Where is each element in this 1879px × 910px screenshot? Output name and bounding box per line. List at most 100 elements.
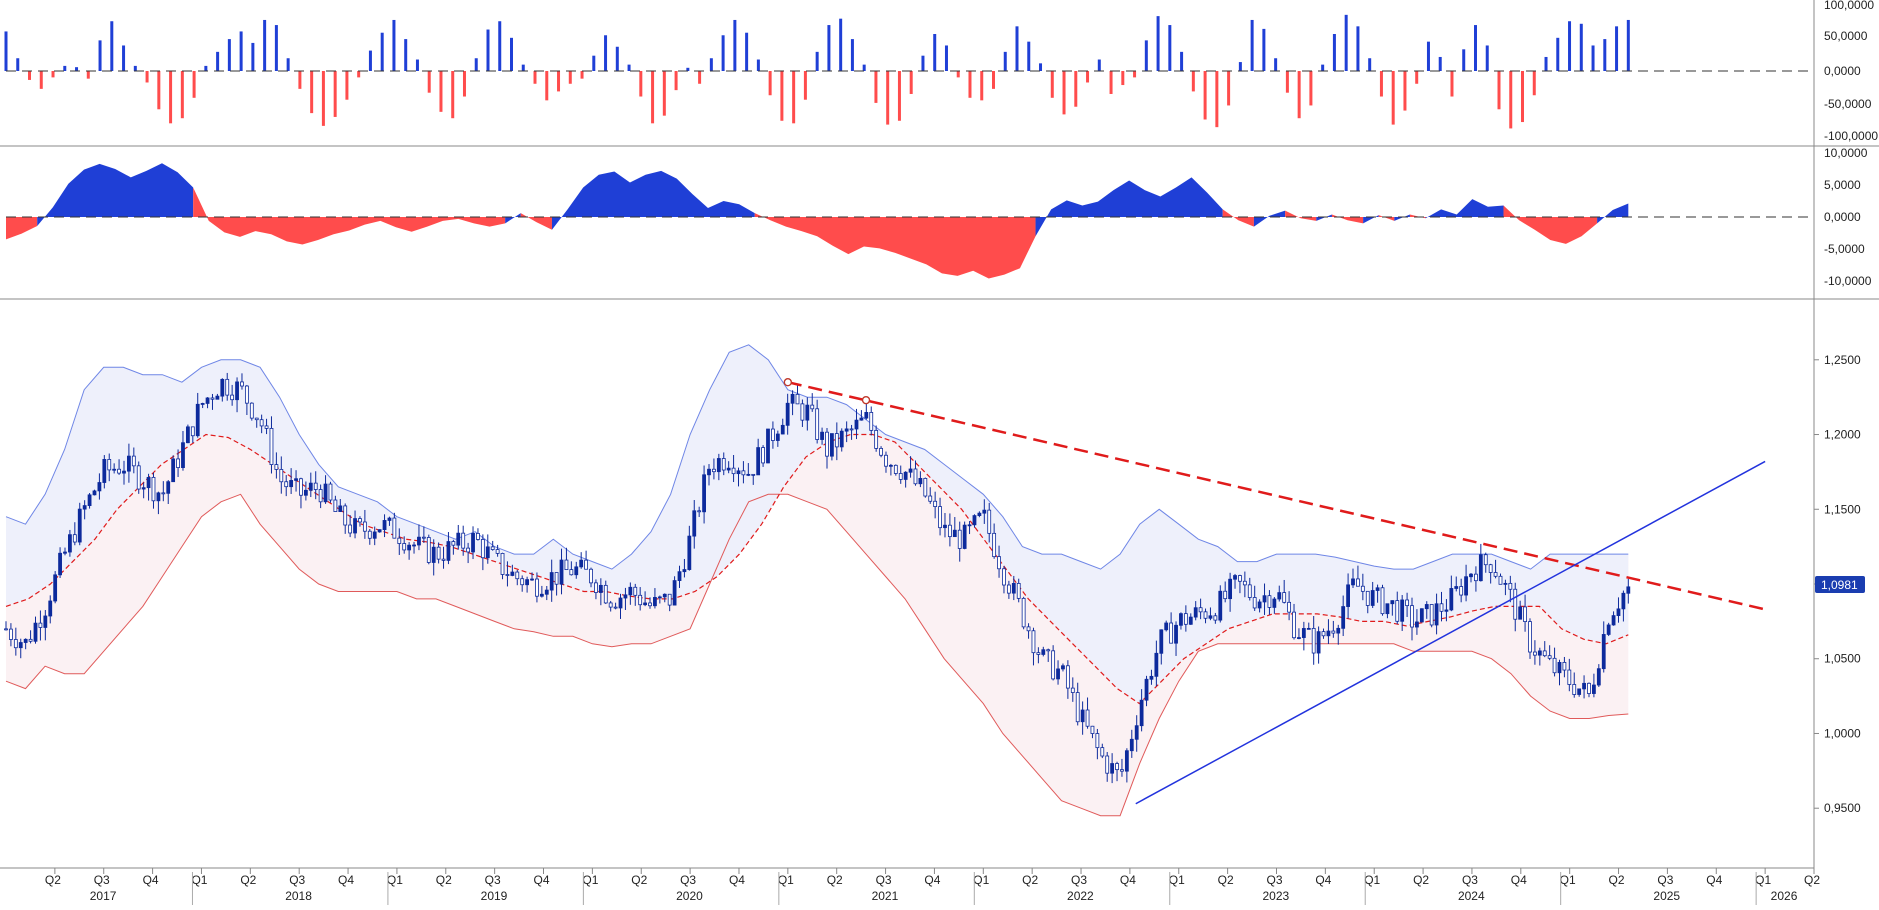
candle-body-60	[299, 478, 303, 496]
candle-body-158	[780, 424, 785, 435]
quarter-label-24: Q2	[1218, 873, 1234, 887]
candle-body-190	[938, 506, 942, 529]
quarter-label-25: Q3	[1266, 873, 1282, 887]
candle-body-74	[367, 530, 372, 539]
candle-body-58	[289, 480, 294, 488]
candle-body-209	[1031, 630, 1036, 654]
candle-body-219	[1080, 709, 1085, 723]
candle-body-84	[417, 536, 421, 546]
mom-ytick-4: -10,0000	[1824, 274, 1872, 288]
candle-body-225	[1110, 763, 1115, 774]
candle-body-144	[712, 468, 716, 473]
upper-band-line	[5, 344, 1629, 570]
candle-body-19	[97, 482, 102, 492]
candle-body-163	[805, 404, 810, 421]
year-label-4: 2021	[872, 889, 899, 903]
candle-body-57	[284, 481, 289, 488]
quarter-label-19: Q1	[973, 873, 989, 887]
candle-body-136	[672, 580, 677, 606]
price-ytick-2: 1,1500	[1824, 502, 1861, 516]
oscillator-bars	[4, 14, 1630, 129]
candle-body-12	[63, 551, 67, 554]
momentum-area-segment-2	[193, 187, 506, 245]
candle-body-276	[1360, 585, 1365, 592]
candle-body-186	[918, 477, 923, 485]
quarter-label-1: Q3	[94, 873, 110, 887]
candle-body-159	[785, 402, 790, 426]
candle-body-46	[230, 394, 235, 401]
candle-body-72	[358, 518, 362, 523]
candle-body-101	[500, 552, 505, 575]
candle-body-282	[1390, 600, 1395, 605]
momentum-area-segment-17	[1425, 199, 1504, 219]
candle-body-195	[962, 524, 967, 549]
candle-body-288	[1419, 608, 1424, 623]
candle-body-103	[510, 571, 515, 576]
candle-body-24	[122, 470, 126, 474]
candle-body-246	[1213, 615, 1218, 621]
candle-body-220	[1085, 709, 1090, 727]
quarter-label-26: Q4	[1315, 873, 1331, 887]
candle-body-162	[800, 403, 805, 421]
candle-body-224	[1105, 755, 1110, 774]
momentum-area-segment-7	[1035, 177, 1223, 237]
candle-body-97	[480, 539, 485, 559]
candle-body-63	[313, 482, 318, 490]
candle-body-329	[1621, 592, 1626, 610]
quarter-label-20: Q2	[1022, 873, 1038, 887]
momentum-area	[6, 163, 1629, 279]
candle-body-176	[869, 412, 874, 431]
candle-body-174	[859, 417, 864, 421]
candle-body-275	[1356, 578, 1360, 587]
candle-body-184	[908, 468, 913, 473]
candle-body-303	[1493, 572, 1498, 577]
touch-point-0	[783, 378, 793, 387]
quarter-label-23: Q1	[1169, 873, 1185, 887]
candle-body-192	[947, 524, 952, 538]
candle-body-153	[756, 447, 761, 476]
year-label-3: 2020	[676, 889, 703, 903]
candle-body-45	[225, 378, 230, 396]
candle-body-106	[525, 579, 530, 586]
candle-body-94	[466, 547, 471, 553]
candle-body-315	[1552, 657, 1557, 674]
candle-body-32	[161, 492, 166, 495]
candle-body-211	[1041, 649, 1046, 655]
candle-body-189	[933, 500, 938, 507]
candle-body-56	[279, 469, 284, 483]
candle-body-169	[834, 433, 839, 448]
candle-body-180	[888, 464, 893, 467]
quarter-label-30: Q4	[1511, 873, 1527, 887]
candle-body-104	[515, 571, 520, 580]
candle-body-117	[579, 559, 584, 568]
candle-body-323	[1592, 684, 1596, 694]
price-ytick-4: 1,0500	[1824, 652, 1861, 666]
candle-body-330	[1626, 586, 1631, 594]
quarter-label-21: Q3	[1071, 873, 1087, 887]
candle-body-207	[1021, 597, 1026, 628]
candle-body-70	[348, 524, 353, 534]
momentum-area-segment-9	[1253, 210, 1286, 227]
candle-body-16	[82, 505, 87, 510]
candle-body-100	[495, 549, 500, 554]
candle-body-62	[308, 482, 313, 491]
quarter-label-11: Q1	[582, 873, 598, 887]
candle-body-295	[1454, 586, 1459, 589]
candle-body-61	[303, 489, 308, 496]
quarter-label-33: Q3	[1657, 873, 1673, 887]
candle-body-326	[1606, 624, 1611, 635]
candle-body-129	[638, 594, 643, 606]
candle-body-279	[1375, 587, 1380, 591]
candle-body-322	[1587, 682, 1591, 694]
candle-body-102	[505, 574, 510, 576]
candle-body-218	[1075, 692, 1080, 723]
osc-ytick-4: -100,0000	[1824, 129, 1878, 143]
candle-body-91	[451, 541, 456, 546]
candle-body-300	[1478, 554, 1483, 582]
candle-body-226	[1115, 763, 1119, 771]
quarter-label-35: Q1	[1755, 873, 1771, 887]
candle-body-306	[1508, 582, 1513, 590]
candle-body-92	[456, 532, 461, 546]
year-label-0: 2017	[90, 889, 117, 903]
quarter-label-29: Q3	[1462, 873, 1478, 887]
